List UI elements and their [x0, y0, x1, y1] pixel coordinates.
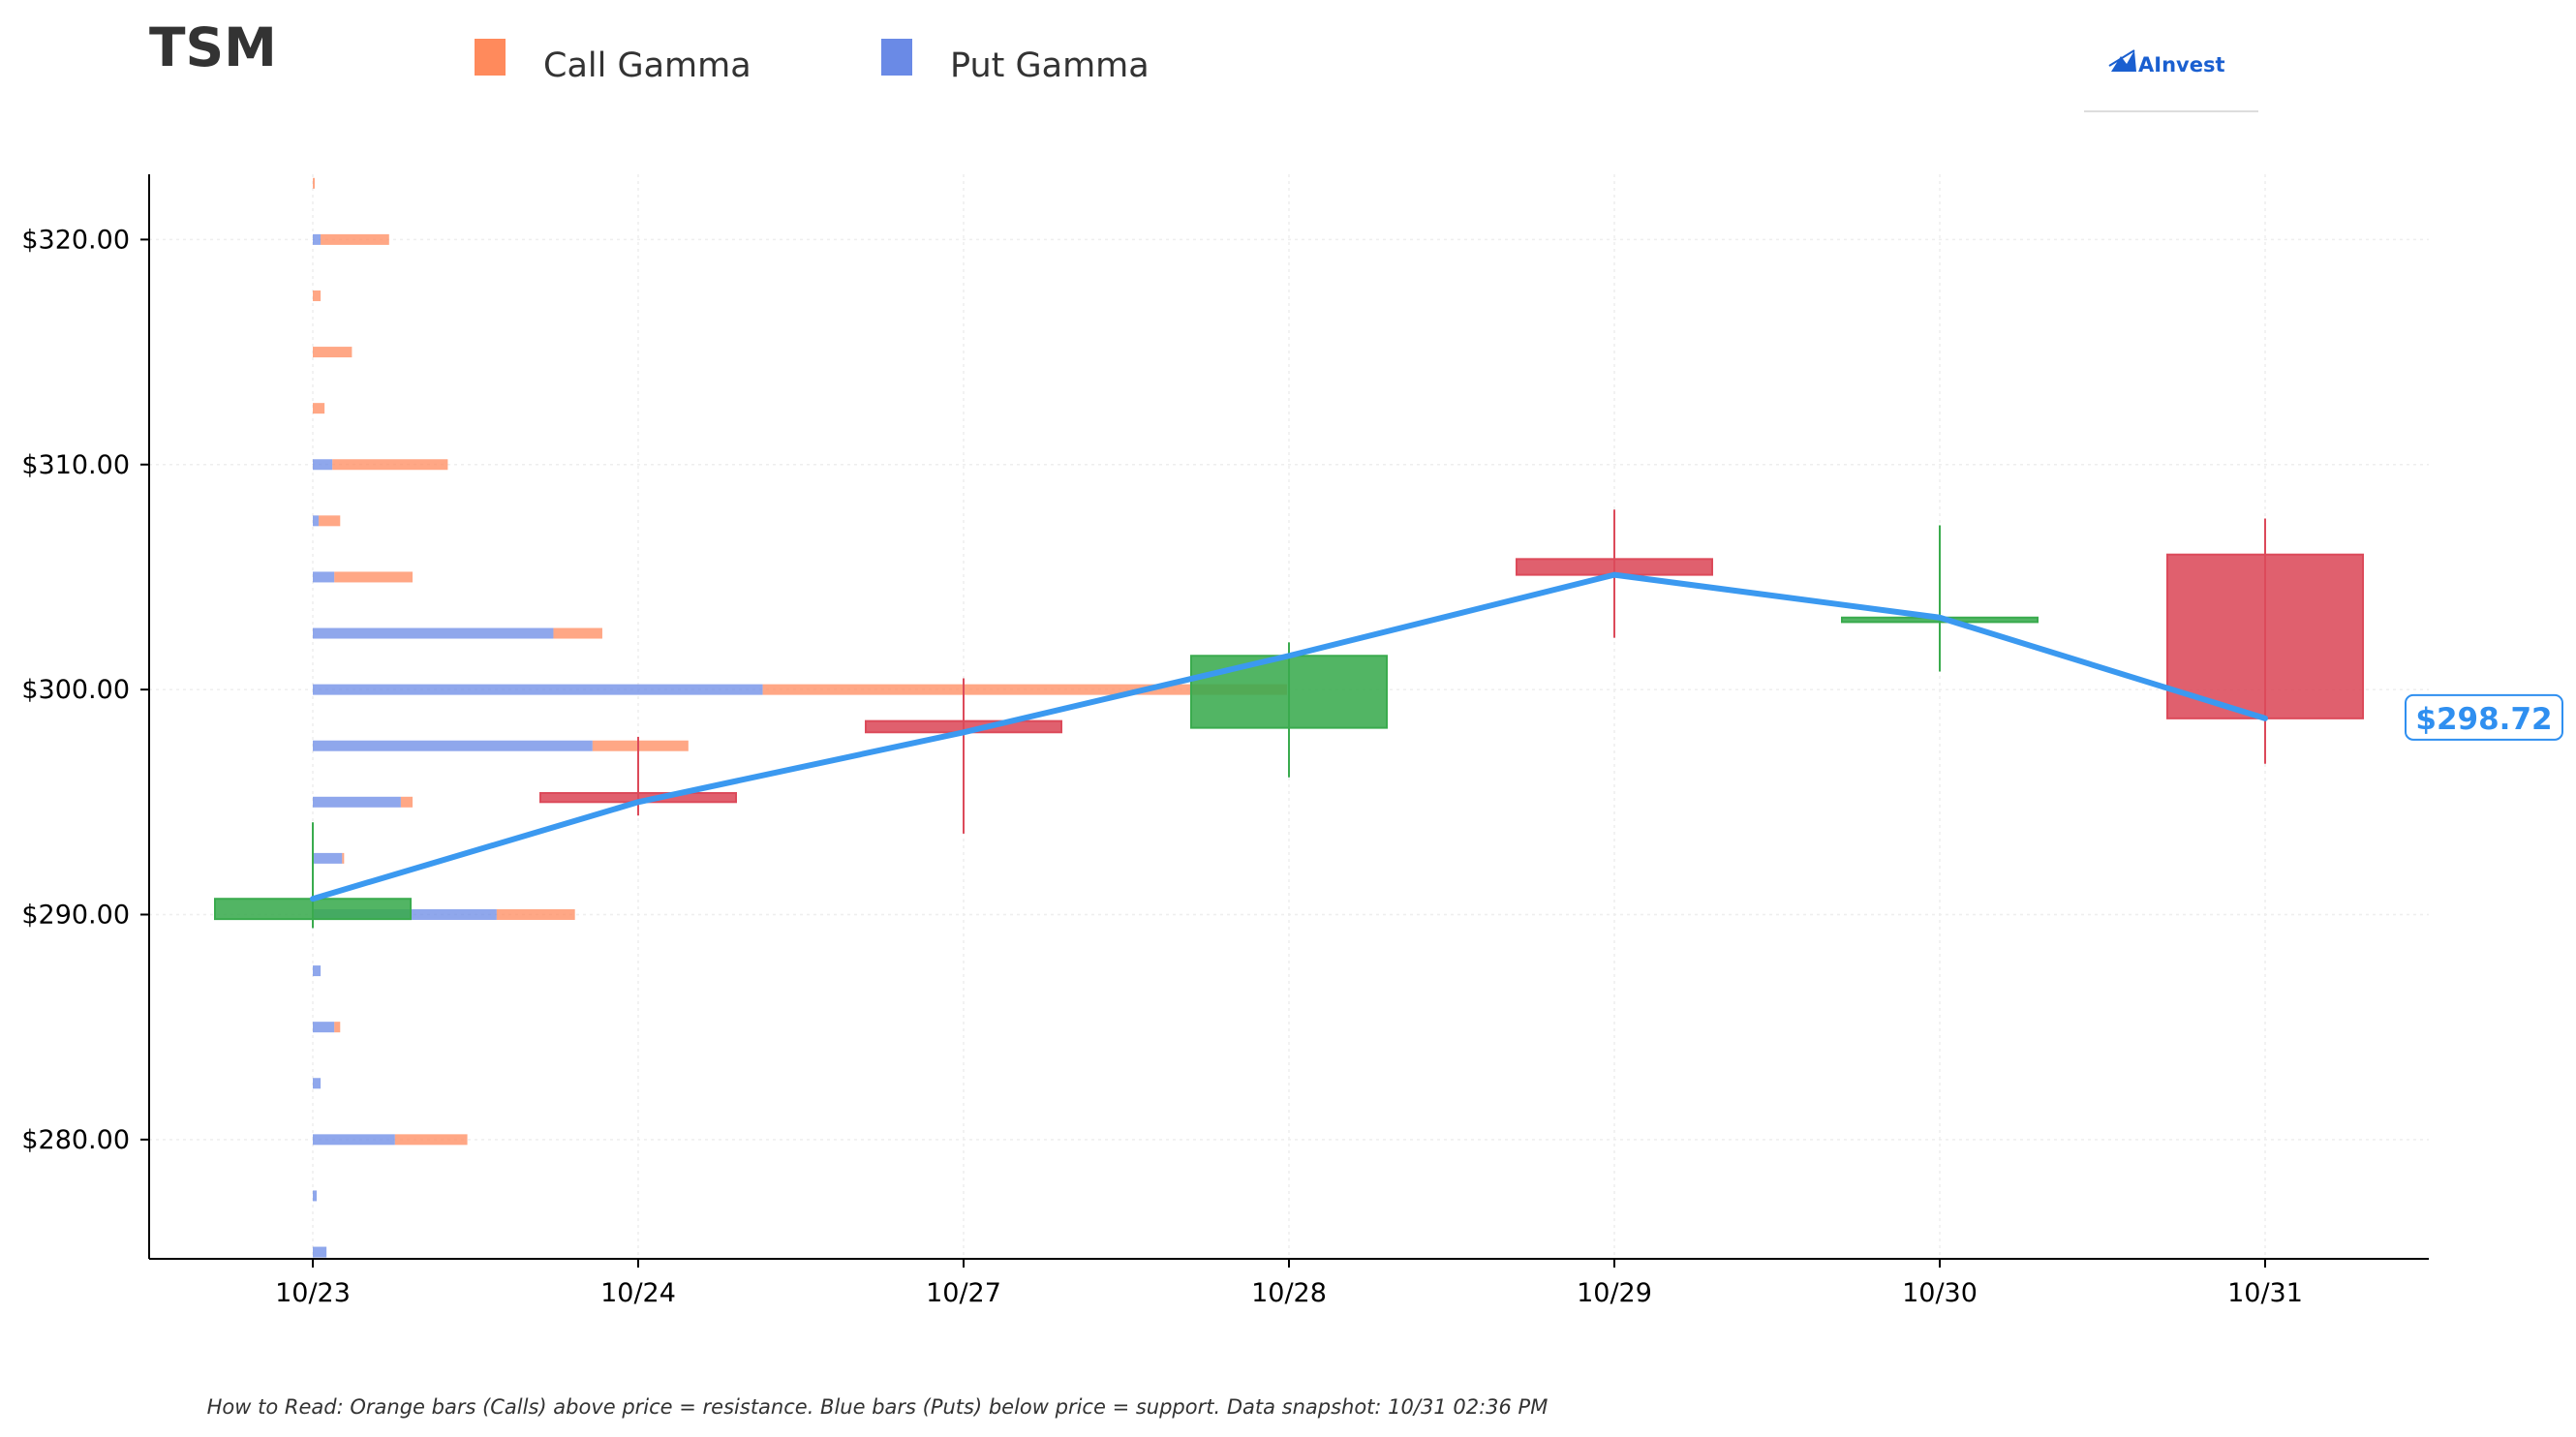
- how-to-read-footer: How to Read: Orange bars (Calls) above p…: [207, 1395, 1549, 1419]
- current-price-label: $298.72: [2415, 702, 2552, 737]
- gamma-bars: [313, 177, 1287, 1258]
- x-tick-label: 10/31: [2227, 1278, 2303, 1308]
- x-tick-label: 10/30: [1902, 1278, 1978, 1308]
- x-tick-label: 10/24: [600, 1278, 676, 1308]
- put-gamma-bar: [313, 796, 401, 808]
- call-gamma-bar: [313, 290, 322, 301]
- call-gamma-bar: [332, 459, 448, 471]
- put-gamma-bar: [313, 459, 333, 471]
- call-gamma-bar: [319, 515, 341, 527]
- put-gamma-bar: [313, 852, 343, 864]
- ainvest-logo-icon: [2108, 49, 2136, 72]
- candlesticks: [214, 509, 2364, 929]
- y-tick-label: $290.00: [21, 900, 130, 930]
- call-gamma-bar: [334, 571, 414, 583]
- call-gamma-bar: [553, 627, 602, 639]
- call-gamma-legend-swatch: [475, 39, 506, 76]
- put-gamma-bar: [313, 1190, 318, 1202]
- call-gamma-bar: [394, 1134, 468, 1146]
- call-gamma-legend-label: Call Gamma: [543, 46, 751, 85]
- put-gamma-bar: [313, 515, 320, 527]
- ticker-title: TSM: [149, 16, 277, 78]
- put-gamma-bar: [313, 571, 335, 583]
- call-gamma-bar: [342, 852, 345, 864]
- put-gamma-bar: [313, 965, 322, 977]
- call-gamma-bar: [313, 403, 325, 414]
- brand-name: AInvest: [2138, 53, 2225, 76]
- y-axis-ticks: $280.00 $290.00 $300.00 $310.00 $320.00: [21, 225, 149, 1155]
- y-tick-label: $280.00: [21, 1125, 130, 1155]
- y-tick-label: $320.00: [21, 225, 130, 255]
- current-price-badge: $298.72: [2405, 693, 2563, 741]
- put-gamma-bar: [313, 740, 593, 751]
- put-gamma-bar: [313, 1078, 322, 1089]
- put-gamma-bar: [313, 1022, 335, 1033]
- call-gamma-bar: [313, 347, 353, 358]
- call-gamma-bar: [496, 908, 575, 920]
- x-tick-label: 10/28: [1251, 1278, 1327, 1308]
- put-gamma-legend-label: Put Gamma: [950, 46, 1150, 85]
- y-tick-label: $310.00: [21, 450, 130, 480]
- call-gamma-bar: [334, 1022, 341, 1033]
- call-gamma-bar: [313, 177, 316, 189]
- x-tick-label: 10/27: [926, 1278, 1001, 1308]
- close-price-line: [310, 571, 2268, 902]
- candle-body: [2166, 553, 2364, 719]
- call-gamma-bar: [321, 233, 389, 245]
- candle-body: [214, 898, 412, 921]
- y-tick-label: $300.00: [21, 675, 130, 705]
- put-gamma-bar: [313, 1246, 327, 1258]
- x-tick-label: 10/29: [1577, 1278, 1652, 1308]
- put-gamma-bar: [313, 627, 554, 639]
- put-gamma-bar: [313, 233, 322, 245]
- put-gamma-bar: [313, 1134, 395, 1146]
- x-axis-ticks: 10/23 10/24 10/27 10/28 10/29 10/30 10/31: [275, 1259, 2303, 1308]
- x-tick-label: 10/23: [275, 1278, 351, 1308]
- call-gamma-bar: [592, 740, 689, 751]
- call-gamma-bar: [762, 684, 1287, 695]
- candle-body: [1190, 655, 1388, 729]
- call-gamma-bar: [400, 796, 414, 808]
- put-gamma-legend-swatch: [881, 39, 912, 76]
- put-gamma-bar: [313, 684, 763, 695]
- price-line: [310, 571, 2268, 902]
